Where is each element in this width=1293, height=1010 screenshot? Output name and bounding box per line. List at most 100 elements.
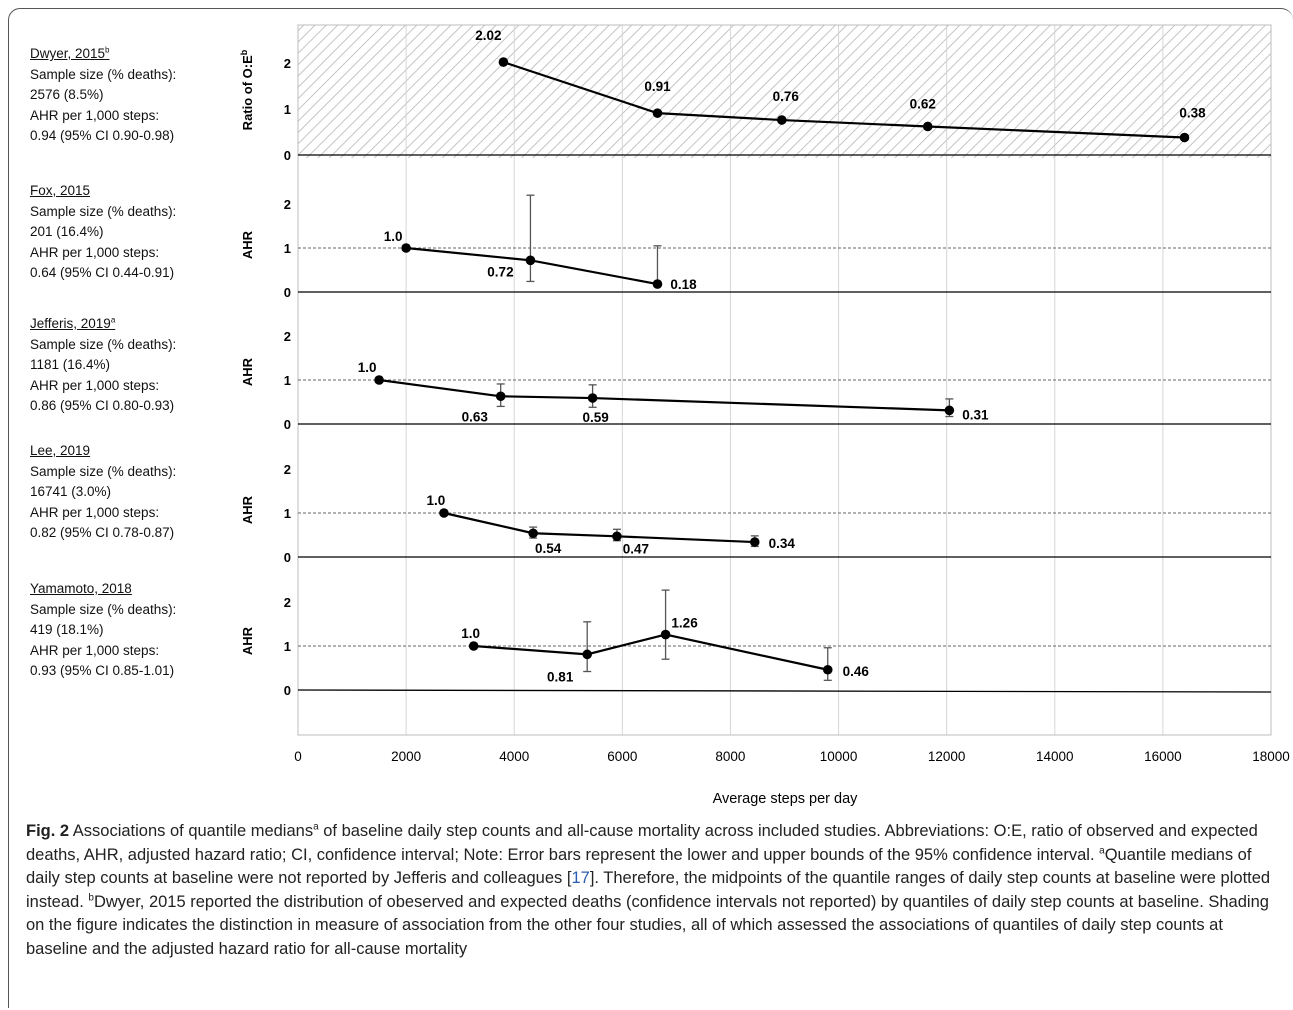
data-point	[587, 393, 598, 403]
data-point	[652, 108, 663, 118]
caption-sup: a	[313, 821, 319, 833]
study-name: Dwyer, 2015b	[30, 44, 230, 65]
y-tick-label: 0	[284, 148, 291, 163]
ahr-label: AHR per 1,000 steps:	[30, 504, 160, 520]
y-tick-label: 0	[284, 285, 291, 300]
study-info-yamamoto: Yamamoto, 2018 Sample size (% deaths): 4…	[30, 579, 230, 682]
data-point	[749, 537, 760, 547]
data-point	[495, 391, 506, 402]
caption-text: Associations of quantile medians	[69, 822, 314, 840]
figure-label: Fig. 2	[26, 822, 70, 840]
y-tick-label: 1	[284, 639, 291, 654]
x-tick-label: 4000	[499, 749, 529, 764]
figure-frame	[8, 8, 1293, 1008]
data-label: 0.46	[843, 664, 870, 679]
data-label: 0.59	[582, 410, 608, 425]
study-name-sup: b	[105, 45, 110, 55]
study-info-jefferis: Jefferis, 2019a Sample size (% deaths): …	[30, 314, 230, 417]
y-axis-label-sup: b	[239, 49, 249, 55]
y-tick-label: 1	[284, 102, 291, 117]
series-line	[443, 511, 755, 544]
data-point	[498, 57, 509, 67]
data-point	[822, 664, 833, 675]
data-point	[468, 641, 479, 651]
y-axis-label: AHR	[240, 495, 255, 524]
data-label: 0.38	[1179, 106, 1206, 121]
x-tick-label: 8000	[715, 749, 745, 764]
data-label: 0.91	[644, 79, 671, 94]
sample-value: 1181 (16.4%)	[30, 357, 111, 372]
study-name: Lee, 2019	[30, 441, 230, 462]
data-point	[1179, 132, 1190, 143]
sample-value: 201 (16.4%)	[30, 224, 104, 239]
data-point	[582, 649, 592, 660]
ahr-value: 0.64 (95% CI 0.44-0.91)	[30, 265, 175, 280]
x-tick-label: 10000	[820, 749, 858, 764]
series-line	[406, 246, 658, 286]
y-axis-label: AHR	[240, 357, 255, 386]
sample-label: Sample size (% deaths):	[30, 203, 177, 219]
reference-link[interactable]: 17	[571, 869, 590, 887]
ahr-value: 0.94 (95% CI 0.90-0.98)	[30, 128, 175, 143]
data-label: 0.72	[487, 264, 513, 279]
y-tick-label: 1	[284, 241, 291, 256]
data-label: 0.18	[670, 277, 697, 292]
study-name: Jefferis, 2019a	[30, 314, 230, 335]
y-tick-label: 2	[284, 56, 291, 71]
shaded-panel-background	[298, 25, 1271, 158]
data-point	[776, 115, 787, 125]
ahr-value: 0.86 (95% CI 0.80-0.93)	[30, 398, 175, 413]
x-tick-label: 0	[294, 749, 302, 764]
sample-label: Sample size (% deaths):	[30, 601, 177, 617]
y-tick-label: 0	[284, 683, 291, 698]
y-tick-label: 1	[284, 373, 291, 388]
sample-label: Sample size (% deaths):	[30, 336, 177, 352]
panel-baseline	[297, 689, 1272, 693]
data-point	[401, 243, 411, 253]
sample-label: Sample size (% deaths):	[30, 66, 177, 82]
data-label: 0.62	[910, 96, 936, 111]
caption-text: Dwyer, 2015 reported the distribution of…	[26, 892, 1269, 958]
data-label: 1.0	[358, 360, 377, 375]
y-tick-label: 2	[284, 462, 291, 477]
data-point	[525, 255, 536, 266]
sample-value: 16741 (3.0%)	[30, 484, 112, 499]
study-info-fox: Fox, 2015 Sample size (% deaths): 201 (1…	[30, 181, 230, 284]
ahr-label: AHR per 1,000 steps:	[30, 107, 160, 123]
data-label: 0.54	[535, 541, 562, 556]
y-tick-label: 1	[284, 506, 291, 521]
study-name: Yamamoto, 2018	[30, 579, 230, 600]
series-line	[473, 633, 828, 671]
y-tick-label: 2	[284, 595, 291, 610]
sample-value: 2576 (8.5%)	[30, 87, 104, 102]
x-tick-label: 12000	[928, 749, 966, 764]
y-axis-label: Ratio of O:Eb	[239, 49, 255, 130]
data-point	[944, 405, 955, 416]
sample-label: Sample size (% deaths):	[30, 463, 177, 479]
study-name: Fox, 2015	[30, 181, 230, 202]
y-tick-label: 2	[284, 197, 291, 212]
study-name-text: Yamamoto, 2018	[30, 581, 132, 596]
data-label: 1.0	[384, 229, 403, 244]
data-point	[374, 375, 384, 385]
y-tick-label: 2	[284, 329, 291, 344]
data-label: 0.31	[962, 407, 989, 422]
x-tick-label: 16000	[1144, 749, 1182, 764]
x-tick-label: 6000	[607, 749, 637, 764]
data-point	[922, 121, 933, 132]
data-point	[652, 279, 663, 289]
study-name-text: Lee, 2019	[30, 443, 91, 458]
ahr-value: 0.93 (95% CI 0.85-1.01)	[30, 663, 175, 678]
ahr-label: AHR per 1,000 steps:	[30, 642, 160, 658]
caption-text: Quantile medians of daily step counts at…	[26, 845, 1252, 888]
ahr-value: 0.82 (95% CI 0.78-0.87)	[30, 525, 175, 540]
step-count-mortality-chart: 0 1 2 Ratio of O:Eb 2.02 0.91 0.76 0.62 0.38 0 1 2 A…	[239, 24, 1290, 807]
data-point	[660, 629, 671, 640]
data-label: 0.76	[773, 89, 800, 104]
y-tick-label: 0	[284, 417, 291, 432]
figure-caption: Fig. 2 Associations of quantile mediansa…	[26, 820, 1271, 961]
ahr-label: AHR per 1,000 steps:	[30, 244, 160, 260]
study-info-lee: Lee, 2019 Sample size (% deaths): 16741 …	[30, 441, 230, 544]
caption-text: of baseline daily step counts and all-ca…	[26, 822, 1258, 864]
data-point	[612, 531, 622, 542]
